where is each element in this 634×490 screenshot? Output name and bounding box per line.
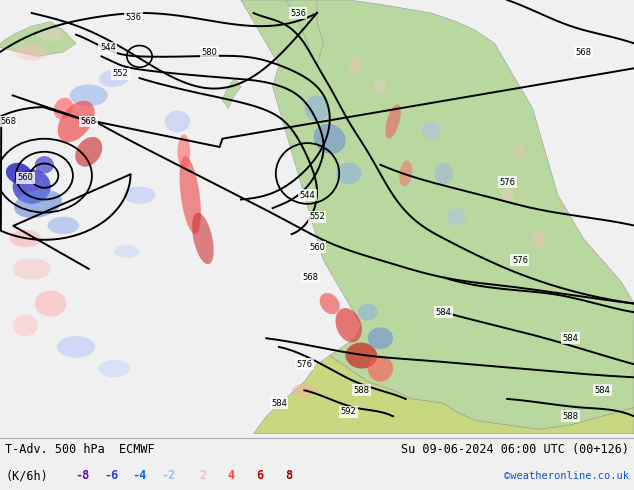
- Polygon shape: [0, 22, 76, 56]
- Ellipse shape: [434, 163, 453, 184]
- Ellipse shape: [335, 308, 362, 343]
- Polygon shape: [285, 0, 323, 65]
- Ellipse shape: [114, 245, 139, 258]
- Ellipse shape: [422, 122, 441, 139]
- Text: 8: 8: [285, 469, 292, 483]
- Ellipse shape: [54, 98, 73, 119]
- Text: 584: 584: [436, 308, 452, 317]
- Ellipse shape: [358, 303, 377, 321]
- Text: -6: -6: [104, 469, 118, 483]
- Ellipse shape: [14, 190, 62, 218]
- Ellipse shape: [10, 230, 41, 247]
- Ellipse shape: [6, 163, 32, 184]
- Ellipse shape: [292, 384, 317, 397]
- Ellipse shape: [165, 111, 190, 132]
- Text: -2: -2: [161, 469, 175, 483]
- Ellipse shape: [13, 315, 38, 336]
- Polygon shape: [254, 356, 634, 434]
- Text: 544: 544: [300, 191, 315, 199]
- Text: 592: 592: [341, 408, 356, 416]
- Ellipse shape: [98, 360, 130, 377]
- Ellipse shape: [374, 80, 387, 93]
- Text: 576: 576: [296, 360, 313, 369]
- Polygon shape: [241, 0, 634, 429]
- Text: 536: 536: [125, 13, 141, 22]
- Text: 560: 560: [309, 243, 325, 252]
- Ellipse shape: [320, 293, 340, 314]
- Text: 568: 568: [0, 117, 16, 126]
- Ellipse shape: [35, 291, 67, 317]
- Ellipse shape: [75, 137, 102, 167]
- Text: 580: 580: [201, 48, 217, 56]
- Text: 576: 576: [499, 178, 515, 187]
- Text: 560: 560: [17, 173, 34, 182]
- Text: 4: 4: [228, 469, 235, 483]
- Ellipse shape: [57, 336, 95, 358]
- Ellipse shape: [368, 327, 393, 349]
- Ellipse shape: [501, 189, 514, 202]
- Ellipse shape: [58, 101, 94, 142]
- Ellipse shape: [399, 161, 412, 186]
- Ellipse shape: [13, 258, 51, 280]
- Ellipse shape: [70, 85, 108, 106]
- Ellipse shape: [38, 28, 63, 41]
- Ellipse shape: [349, 56, 361, 74]
- Text: 6: 6: [256, 469, 264, 483]
- Ellipse shape: [124, 187, 155, 204]
- Ellipse shape: [178, 134, 190, 169]
- Ellipse shape: [179, 156, 201, 234]
- Ellipse shape: [13, 169, 51, 204]
- Text: 2: 2: [199, 469, 207, 483]
- Ellipse shape: [304, 96, 330, 122]
- Text: ©weatheronline.co.uk: ©weatheronline.co.uk: [504, 471, 629, 481]
- Text: (K/6h): (K/6h): [5, 469, 48, 483]
- Ellipse shape: [447, 208, 466, 225]
- Text: Su 09-06-2024 06:00 UTC (00+126): Su 09-06-2024 06:00 UTC (00+126): [401, 443, 629, 456]
- Text: 552: 552: [113, 69, 128, 78]
- Ellipse shape: [346, 343, 377, 368]
- Ellipse shape: [336, 163, 361, 184]
- Text: 584: 584: [562, 334, 579, 343]
- Text: 568: 568: [575, 48, 592, 56]
- Text: 544: 544: [100, 43, 115, 52]
- Polygon shape: [222, 78, 241, 108]
- Ellipse shape: [533, 230, 545, 247]
- Text: 552: 552: [309, 212, 325, 221]
- Text: 588: 588: [353, 386, 370, 395]
- Ellipse shape: [368, 356, 393, 382]
- Text: 536: 536: [290, 8, 306, 18]
- Ellipse shape: [385, 104, 401, 139]
- Text: 568: 568: [302, 273, 319, 282]
- Text: 584: 584: [271, 399, 287, 408]
- Ellipse shape: [16, 44, 48, 61]
- Text: 576: 576: [512, 256, 528, 265]
- Text: 584: 584: [594, 386, 611, 395]
- Ellipse shape: [314, 123, 346, 154]
- Text: T-Adv. 500 hPa  ECMWF: T-Adv. 500 hPa ECMWF: [5, 443, 155, 456]
- Ellipse shape: [99, 69, 129, 87]
- Ellipse shape: [514, 145, 526, 158]
- Text: -4: -4: [133, 469, 146, 483]
- Ellipse shape: [192, 213, 214, 264]
- Ellipse shape: [48, 217, 79, 234]
- Text: 568: 568: [81, 117, 97, 126]
- Text: -8: -8: [75, 469, 89, 483]
- Text: 588: 588: [562, 412, 579, 421]
- Ellipse shape: [35, 156, 54, 173]
